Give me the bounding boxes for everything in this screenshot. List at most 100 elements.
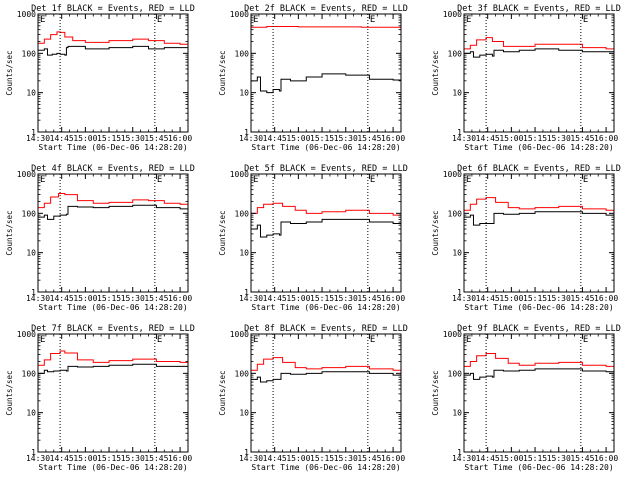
y-tick-label: 10 bbox=[452, 89, 462, 98]
panel-title: Det 3f BLACK = Events, RED = LLD bbox=[457, 4, 621, 14]
x-tick-label: 15:45 bbox=[144, 134, 168, 143]
flare-marker-label: E bbox=[157, 175, 162, 185]
flare-marker-label: E bbox=[583, 15, 588, 25]
plot-frame bbox=[250, 13, 402, 133]
y-tick-label: 1 bbox=[31, 128, 36, 137]
y-tick-label: 100 bbox=[235, 49, 250, 58]
x-axis-label: Start Time (06-Dec-06 14:28:20) bbox=[38, 143, 187, 152]
x-tick-label: 15:00 bbox=[73, 134, 97, 143]
x-tick-label: 15:30 bbox=[121, 454, 145, 463]
x-axis-label: Start Time (06-Dec-06 14:28:20) bbox=[38, 303, 187, 312]
y-tick-label: 10 bbox=[239, 89, 249, 98]
x-tick-label: 15:00 bbox=[499, 294, 523, 303]
x-tick-label: 15:30 bbox=[547, 454, 571, 463]
y-tick-label: 100 bbox=[448, 369, 463, 378]
y-tick-label: 100 bbox=[22, 49, 37, 58]
y-tick-label: 10 bbox=[452, 409, 462, 418]
series-events-line bbox=[251, 73, 401, 94]
panel-title: Det 5f BLACK = Events, RED = LLD bbox=[244, 164, 408, 174]
series-events-line bbox=[251, 218, 401, 238]
plot-frame bbox=[463, 13, 615, 133]
x-tick-label: 15:45 bbox=[357, 134, 381, 143]
y-tick-label: 10 bbox=[452, 249, 462, 258]
x-tick-label: 15:45 bbox=[357, 454, 381, 463]
x-tick-label: 14:45 bbox=[50, 134, 74, 143]
series-lld-line bbox=[251, 202, 401, 216]
y-tick-label: 1 bbox=[244, 448, 249, 457]
y-axis-label: Counts/sec bbox=[5, 370, 14, 415]
plot-frame bbox=[37, 333, 189, 453]
x-tick-label: 15:15 bbox=[97, 454, 121, 463]
x-tick-label: 14:45 bbox=[263, 294, 287, 303]
x-tick-label: 15:15 bbox=[97, 134, 121, 143]
x-tick-label: 15:00 bbox=[499, 454, 523, 463]
x-tick-label: 14:45 bbox=[263, 454, 287, 463]
x-tick-label: 15:15 bbox=[310, 134, 334, 143]
y-axis-label: Counts/sec bbox=[218, 370, 227, 415]
panel-title: Det 6f BLACK = Events, RED = LLD bbox=[457, 164, 621, 174]
x-tick-label: 15:15 bbox=[523, 454, 547, 463]
x-tick-label: 15:15 bbox=[310, 294, 334, 303]
flare-marker-label: E bbox=[157, 15, 162, 25]
y-tick-label: 100 bbox=[448, 209, 463, 218]
flare-marker-label: E bbox=[466, 335, 471, 345]
x-axis-label: Start Time (06-Dec-06 14:28:20) bbox=[251, 303, 400, 312]
y-tick-label: 1000 bbox=[17, 170, 36, 179]
series-lld-line bbox=[38, 31, 188, 45]
panel-title: Det 8f BLACK = Events, RED = LLD bbox=[244, 324, 408, 334]
x-tick-label: 15:45 bbox=[144, 454, 168, 463]
x-tick-label: 16:00 bbox=[168, 134, 192, 143]
x-axis-label: Start Time (06-Dec-06 14:28:20) bbox=[464, 463, 613, 472]
y-tick-label: 100 bbox=[22, 369, 37, 378]
x-tick-label: 14:30 bbox=[452, 134, 476, 143]
y-tick-label: 10 bbox=[26, 89, 36, 98]
y-tick-label: 10 bbox=[26, 409, 36, 418]
x-tick-label: 15:30 bbox=[547, 134, 571, 143]
series-events-line bbox=[251, 371, 401, 383]
series-lld-line bbox=[251, 357, 401, 371]
series-events-line bbox=[464, 48, 614, 58]
y-tick-label: 1000 bbox=[443, 330, 462, 339]
y-tick-label: 1 bbox=[244, 288, 249, 297]
y-tick-label: 100 bbox=[235, 369, 250, 378]
x-tick-label: 16:00 bbox=[168, 294, 192, 303]
y-tick-label: 1 bbox=[457, 448, 462, 457]
flare-marker-label: E bbox=[40, 175, 45, 185]
plot-frame bbox=[250, 173, 402, 293]
flare-marker-label: E bbox=[370, 335, 375, 345]
x-tick-label: 14:45 bbox=[50, 454, 74, 463]
y-axis-label: Counts/sec bbox=[5, 210, 14, 255]
x-tick-label: 15:00 bbox=[286, 294, 310, 303]
plot-frame bbox=[37, 173, 189, 293]
x-tick-label: 15:30 bbox=[334, 454, 358, 463]
x-tick-label: 15:30 bbox=[121, 134, 145, 143]
x-tick-label: 15:15 bbox=[97, 294, 121, 303]
panel-title: Det 9f BLACK = Events, RED = LLD bbox=[457, 324, 621, 334]
plot-frame bbox=[250, 333, 402, 453]
x-axis-label: Start Time (06-Dec-06 14:28:20) bbox=[251, 463, 400, 472]
series-events-line bbox=[464, 368, 614, 380]
x-tick-label: 15:00 bbox=[286, 134, 310, 143]
x-tick-label: 15:00 bbox=[286, 454, 310, 463]
x-tick-label: 15:45 bbox=[570, 134, 594, 143]
x-axis-label: Start Time (06-Dec-06 14:28:20) bbox=[38, 463, 187, 472]
x-tick-label: 15:45 bbox=[570, 294, 594, 303]
y-tick-label: 1000 bbox=[17, 10, 36, 19]
panel-title: Det 7f BLACK = Events, RED = LLD bbox=[31, 324, 195, 334]
series-events-line bbox=[38, 204, 188, 220]
flare-marker-label: E bbox=[253, 15, 258, 25]
flare-marker-label: E bbox=[253, 175, 258, 185]
x-tick-label: 15:45 bbox=[570, 454, 594, 463]
x-tick-label: 14:45 bbox=[263, 134, 287, 143]
x-tick-label: 14:45 bbox=[476, 134, 500, 143]
x-tick-label: 15:00 bbox=[73, 294, 97, 303]
x-axis-label: Start Time (06-Dec-06 14:28:20) bbox=[464, 143, 613, 152]
x-tick-label: 14:30 bbox=[26, 454, 50, 463]
y-axis-label: Counts/sec bbox=[431, 50, 440, 95]
flare-marker-label: E bbox=[583, 175, 588, 185]
x-tick-label: 14:30 bbox=[239, 294, 263, 303]
series-events-line bbox=[464, 211, 614, 226]
